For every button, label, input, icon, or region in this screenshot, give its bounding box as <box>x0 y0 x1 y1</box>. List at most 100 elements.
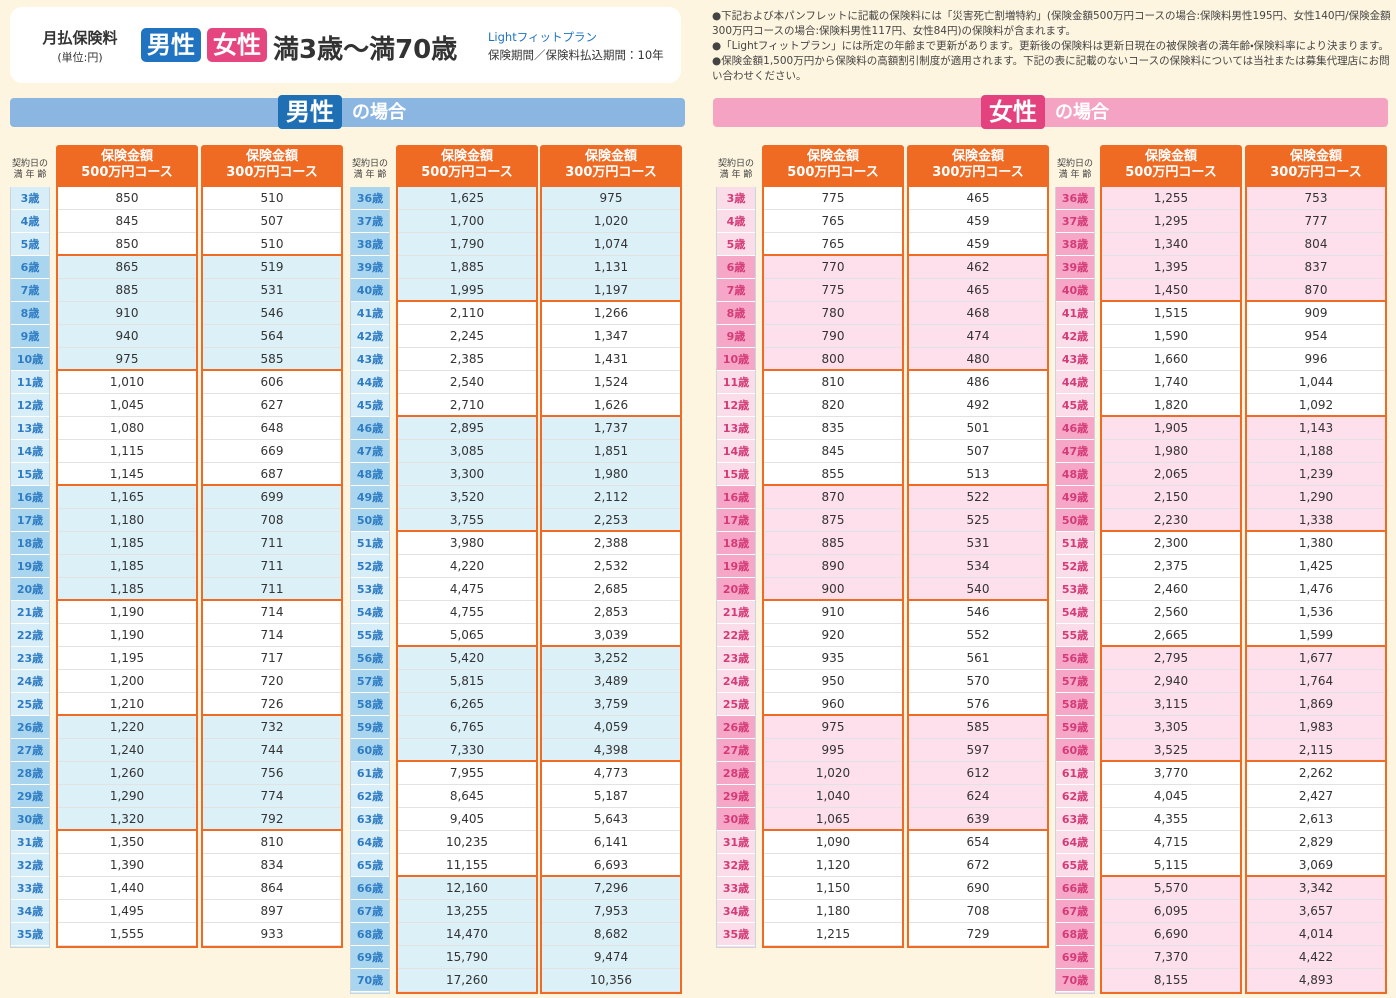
premium-cell: 850 <box>58 233 196 256</box>
header-line: 500万円コース <box>421 165 513 180</box>
premium-cell: 775 <box>764 279 902 302</box>
premium-cell: 9,405 <box>398 808 536 831</box>
age-cell: 59歳 <box>1056 716 1094 739</box>
age-cell: 29歳 <box>717 785 755 808</box>
premium-cell: 6,141 <box>542 831 680 854</box>
age-cell: 61歳 <box>351 762 389 785</box>
premium-cell: 1,851 <box>542 440 680 463</box>
premium-cell: 1,210 <box>58 693 196 716</box>
header-line: 300万円コース <box>1270 165 1362 180</box>
age-cell: 56歳 <box>351 647 389 670</box>
age-cell: 58歳 <box>1056 693 1094 716</box>
premium-cell: 717 <box>203 647 341 670</box>
age-cell: 13歳 <box>717 417 755 440</box>
premium-cell: 468 <box>909 302 1047 325</box>
age-cell: 53歳 <box>1056 578 1094 601</box>
premium-cell: 1,295 <box>1102 210 1240 233</box>
premium-cell: 564 <box>203 325 341 348</box>
header-line: 保険金額 <box>806 149 859 164</box>
column-header: 保険金額 300万円コース <box>1245 145 1387 187</box>
age-cell: 31歳 <box>11 831 49 854</box>
age-cell: 39歳 <box>1056 256 1094 279</box>
premium-cell: 531 <box>203 279 341 302</box>
premium-cell: 1,425 <box>1247 555 1385 578</box>
premium-cell: 612 <box>909 762 1047 785</box>
age-cell: 24歳 <box>717 670 755 693</box>
premium-cell: 597 <box>909 739 1047 762</box>
premium-cell: 672 <box>909 854 1047 877</box>
age-cell: 7歳 <box>11 279 49 302</box>
premium-cell: 2,115 <box>1247 739 1385 762</box>
column-header: 保険金額 300万円コース <box>540 145 682 187</box>
premium-cell: 1,320 <box>58 808 196 831</box>
premium-cell: 1,188 <box>1247 440 1385 463</box>
premium-cell: 1,495 <box>58 900 196 923</box>
premium-cell: 585 <box>909 716 1047 739</box>
age-cell: 37歳 <box>1056 210 1094 233</box>
premium-cell: 480 <box>909 348 1047 371</box>
header-line: 300万円コース <box>932 165 1024 180</box>
premium-cell: 1,045 <box>58 394 196 417</box>
premium-cell: 3,520 <box>398 486 536 509</box>
premium-cell: 1,905 <box>1102 417 1240 440</box>
premium-cell: 7,296 <box>542 877 680 900</box>
premium-cell: 513 <box>909 463 1047 486</box>
premium-cell: 2,685 <box>542 578 680 601</box>
age-cell: 29歳 <box>11 785 49 808</box>
premium-cell: 1,120 <box>764 854 902 877</box>
female-tag: 女性 <box>207 28 267 62</box>
age-cell: 45歳 <box>1056 394 1094 417</box>
age-cell: 21歳 <box>717 601 755 624</box>
premium-cell: 800 <box>764 348 902 371</box>
header-line: 500万円コース <box>1125 165 1217 180</box>
premium-cell: 3,300 <box>398 463 536 486</box>
male-banner: 男性 の場合 <box>10 95 685 129</box>
age-cell: 68歳 <box>1056 923 1094 946</box>
age-cell: 63歳 <box>1056 808 1094 831</box>
premium-cell: 804 <box>1247 233 1385 256</box>
age-cell: 35歳 <box>11 923 49 946</box>
premium-cell: 708 <box>203 509 341 532</box>
premium-cell: 6,765 <box>398 716 536 739</box>
premium-cell: 1,020 <box>542 210 680 233</box>
premium-cell: 1,190 <box>58 601 196 624</box>
premium-cell: 2,375 <box>1102 555 1240 578</box>
age-cell: 9歳 <box>11 325 49 348</box>
age-cell: 54歳 <box>351 601 389 624</box>
column-header: 保険金額 300万円コース <box>907 145 1049 187</box>
premium-cell: 570 <box>909 670 1047 693</box>
premium-cell: 459 <box>909 233 1047 256</box>
premium-cell: 870 <box>764 486 902 509</box>
premium-cell: 585 <box>203 348 341 371</box>
header-line: 満 年 齢 <box>353 170 387 180</box>
premium-cell: 1,092 <box>1247 394 1385 417</box>
age-cell: 18歳 <box>11 532 49 555</box>
premium-cell: 1,190 <box>58 624 196 647</box>
premium-cell: 1,700 <box>398 210 536 233</box>
note: ●保険金額1,500万円から保険料の高額割引制度が適用されます。下記の表に記載の… <box>712 55 1390 82</box>
header-line: 契約日の <box>351 159 388 169</box>
age-cell: 27歳 <box>11 739 49 762</box>
age-cell: 3歳 <box>11 187 49 210</box>
age-cell: 30歳 <box>717 808 755 831</box>
premium-cell: 540 <box>909 578 1047 601</box>
premium-cell: 810 <box>203 831 341 854</box>
premium-cell: 7,955 <box>398 762 536 785</box>
premium-cell: 1,625 <box>398 187 536 210</box>
age-cell: 15歳 <box>11 463 49 486</box>
premium-cell: 1,180 <box>764 900 902 923</box>
premium-cell: 5,643 <box>542 808 680 831</box>
premium-cell: 10,235 <box>398 831 536 854</box>
premium-cell: 900 <box>764 578 902 601</box>
premium-cell: 920 <box>764 624 902 647</box>
age-cell: 18歳 <box>717 532 755 555</box>
header-line: 保険金額 <box>100 149 153 164</box>
premium-cell: 732 <box>203 716 341 739</box>
age-cell: 23歳 <box>717 647 755 670</box>
premium-cell: 4,059 <box>542 716 680 739</box>
age-cell: 26歳 <box>717 716 755 739</box>
premium-cell: 765 <box>764 233 902 256</box>
premium-cell: 765 <box>764 210 902 233</box>
premium-cell: 501 <box>909 417 1047 440</box>
premium-cell: 1,065 <box>764 808 902 831</box>
